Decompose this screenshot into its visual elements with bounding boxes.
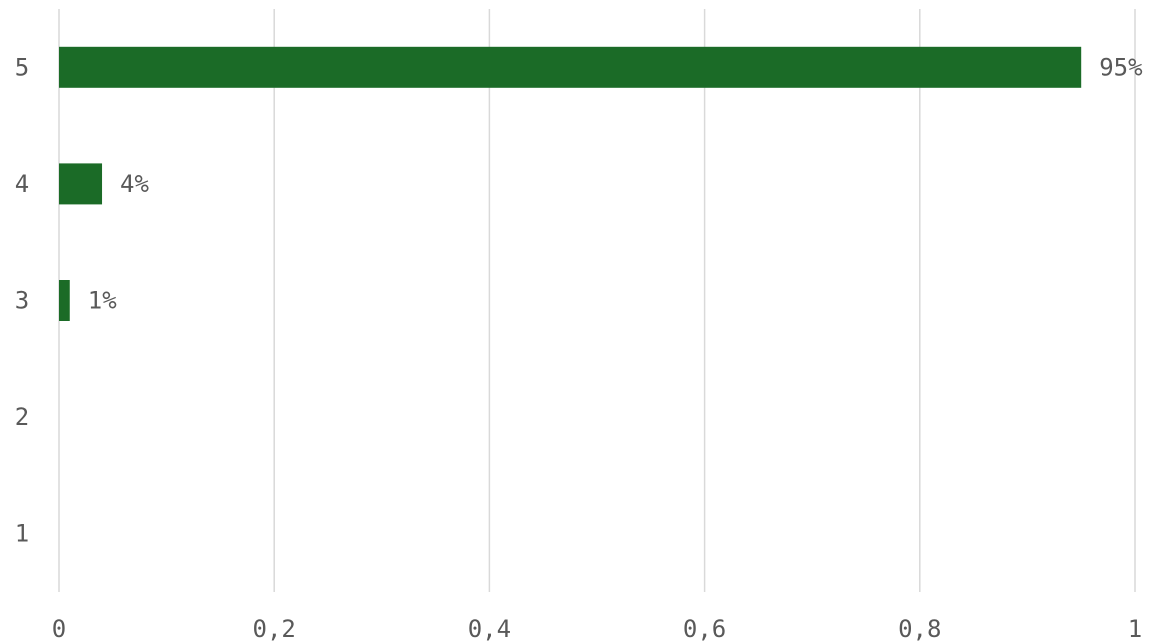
data-label-3: 1%	[88, 287, 117, 315]
value-axis: 0 0,2 0,4 0,6 0,8 1	[52, 615, 1142, 642]
category-axis: 1 2 3 4 5	[15, 53, 29, 547]
bar-4	[59, 163, 103, 205]
data-labels: 1% 4% 95%	[88, 53, 1143, 314]
bars	[59, 46, 1082, 321]
category-label: 4	[15, 170, 29, 198]
x-tick-label: 0,8	[898, 615, 941, 642]
x-tick-label: 0,6	[683, 615, 726, 642]
category-label: 2	[15, 403, 29, 431]
bar-3	[59, 280, 70, 321]
x-tick-label: 0,2	[253, 615, 296, 642]
category-label: 3	[15, 287, 29, 315]
gridlines	[58, 9, 1136, 592]
x-tick-label: 1	[1128, 615, 1142, 642]
x-tick-label: 0	[52, 615, 66, 642]
data-label-4: 4%	[120, 170, 149, 198]
category-label: 5	[15, 53, 29, 81]
x-tick-label: 0,4	[468, 615, 511, 642]
category-label: 1	[15, 520, 29, 548]
bar-5	[59, 46, 1082, 88]
data-label-5: 95%	[1099, 53, 1143, 81]
